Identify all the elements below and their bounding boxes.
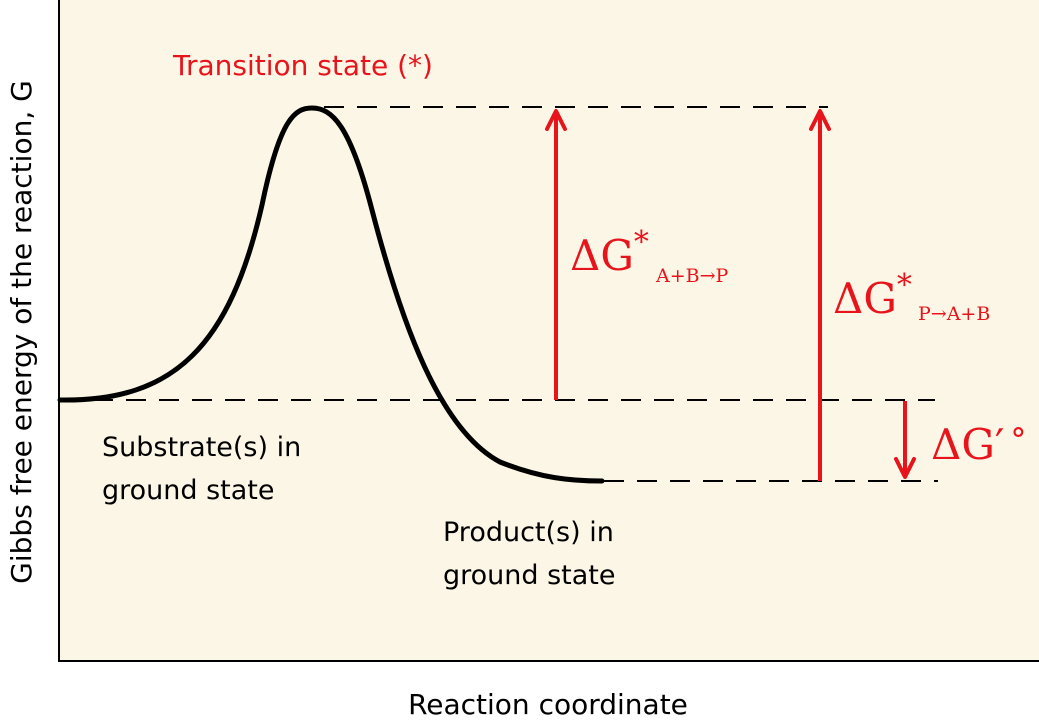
forward-subscript: A+B→P: [655, 265, 729, 287]
forward-delta-g-symbol: ΔG: [570, 231, 634, 280]
standard-degree-sign: °: [1010, 421, 1026, 459]
reverse-delta-g-symbol: ΔG: [833, 274, 897, 323]
forward-asterisk: *: [634, 225, 649, 260]
substrate-label-line1: Substrate(s) in: [102, 432, 301, 463]
reverse-subscript: P→A+B: [918, 303, 990, 325]
standard-delta-g-symbol: ΔG′: [931, 420, 1004, 469]
standard-free-energy-label: ΔG′ °: [931, 420, 1026, 469]
substrate-label-line2: ground state: [102, 475, 275, 506]
product-label-line1: Product(s) in: [443, 517, 614, 548]
svg-text:ΔG*: ΔG*: [833, 268, 912, 323]
transition-state-label: Transition state (*): [172, 49, 433, 82]
forward-activation-energy-label: ΔG* A+B→P: [570, 225, 729, 287]
reverse-activation-energy-label: ΔG* P→A+B: [833, 268, 990, 325]
svg-text:ΔG′°: ΔG′ °: [931, 420, 1026, 469]
reverse-asterisk: *: [897, 268, 912, 303]
y-axis-label: Gibbs free energy of the reaction, G: [5, 80, 38, 584]
product-label-line2: ground state: [443, 560, 616, 591]
x-axis-label: Reaction coordinate: [408, 688, 688, 720]
svg-text:ΔG*: ΔG*: [570, 225, 649, 280]
reaction-energy-curve: [57, 105, 605, 484]
